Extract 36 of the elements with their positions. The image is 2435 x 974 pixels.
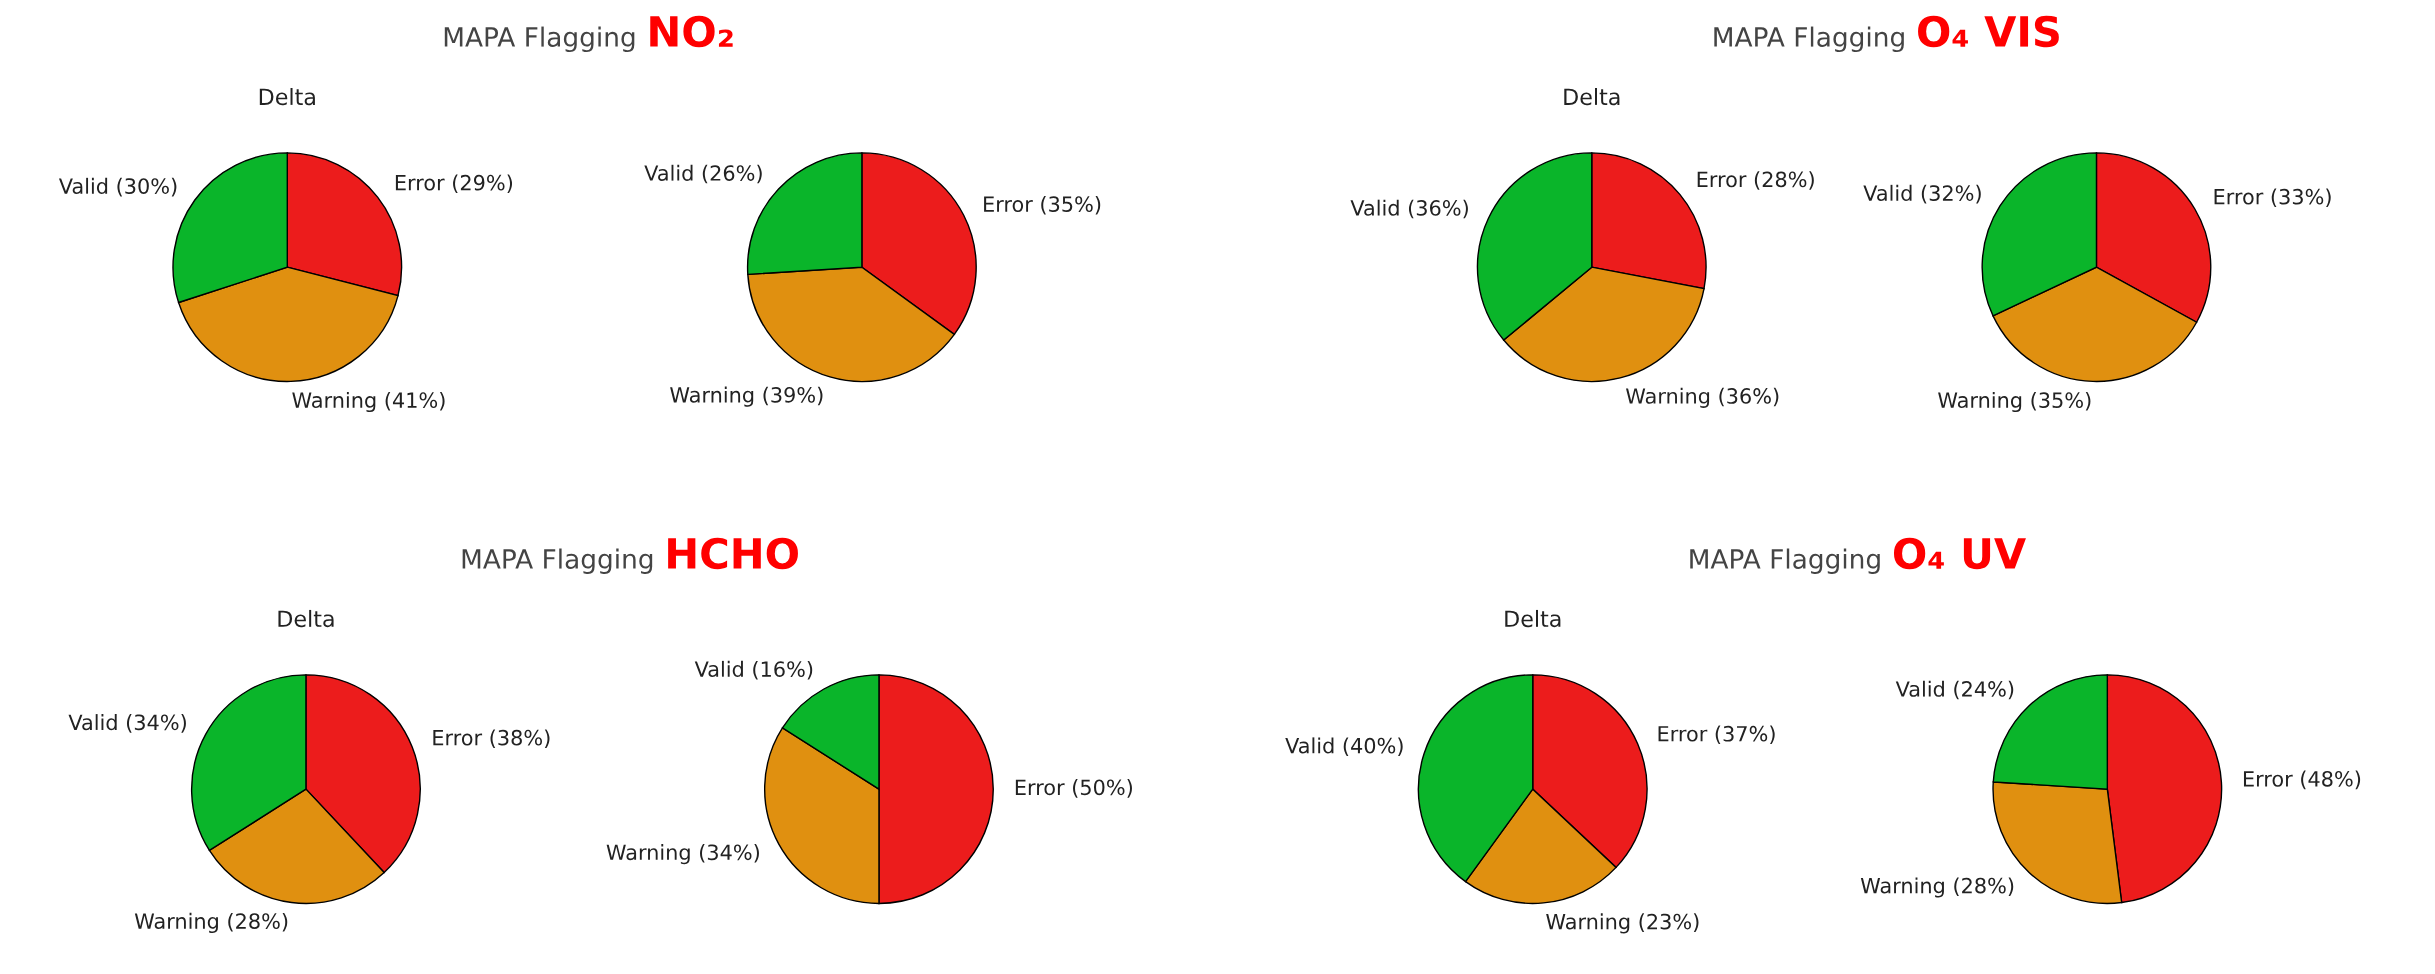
slice-label: Valid (30%): [58, 177, 177, 197]
slice-label: Warning (23%): [1546, 913, 1699, 934]
slice-label: Valid (26%): [644, 164, 762, 184]
slice-label: Warning (36%): [1625, 387, 1779, 408]
text: HCHO: [668, 537, 798, 570]
slice-label: Valid (24%): [1895, 680, 2014, 700]
slice-label: Error (50%): [1015, 779, 1132, 798]
slice-label: Valid (34%): [68, 714, 186, 733]
slice-label: Valid (16%): [694, 660, 813, 680]
slice-label: Valid (40%): [1285, 737, 1403, 756]
text: MAPA Flagging: [444, 26, 635, 53]
slice-label: Error (35%): [984, 195, 1101, 215]
chart-title: Delta: [1505, 609, 1561, 628]
slice-label: Valid (32%): [1863, 184, 1981, 204]
chart-title: Delta: [1564, 87, 1620, 106]
slice-label: Warning (35%): [1938, 391, 2091, 413]
slice-label: Valid (36%): [1350, 199, 1468, 219]
slice-label: Error (33%): [2214, 188, 2331, 208]
chart-title: Delta: [259, 87, 315, 106]
slice-label: Error (28%): [1697, 171, 1814, 190]
text: MAPA Flagging: [1714, 26, 1904, 53]
text: MAPA Flagging: [1690, 548, 1880, 575]
chart-title: Delta: [278, 609, 334, 628]
slice-label: Error (29%): [395, 174, 513, 194]
text: MAPA Flagging: [462, 548, 653, 575]
slice-label: Error (37%): [1658, 725, 1775, 745]
slice-label: Error (38%): [433, 729, 550, 748]
slice-label: Warning (39%): [670, 386, 823, 407]
slice-label: Warning (41%): [292, 391, 445, 413]
slice-label: Warning (28%): [1860, 877, 2014, 898]
slice-label: Error (48%): [2243, 770, 2361, 790]
slice-label: Warning (28%): [134, 912, 288, 934]
slice-label: Warning (34%): [606, 844, 759, 865]
text: O₄ UV: [1893, 537, 2026, 570]
text: O₄ VIS: [1918, 15, 2059, 48]
text: NO₂: [650, 15, 733, 48]
